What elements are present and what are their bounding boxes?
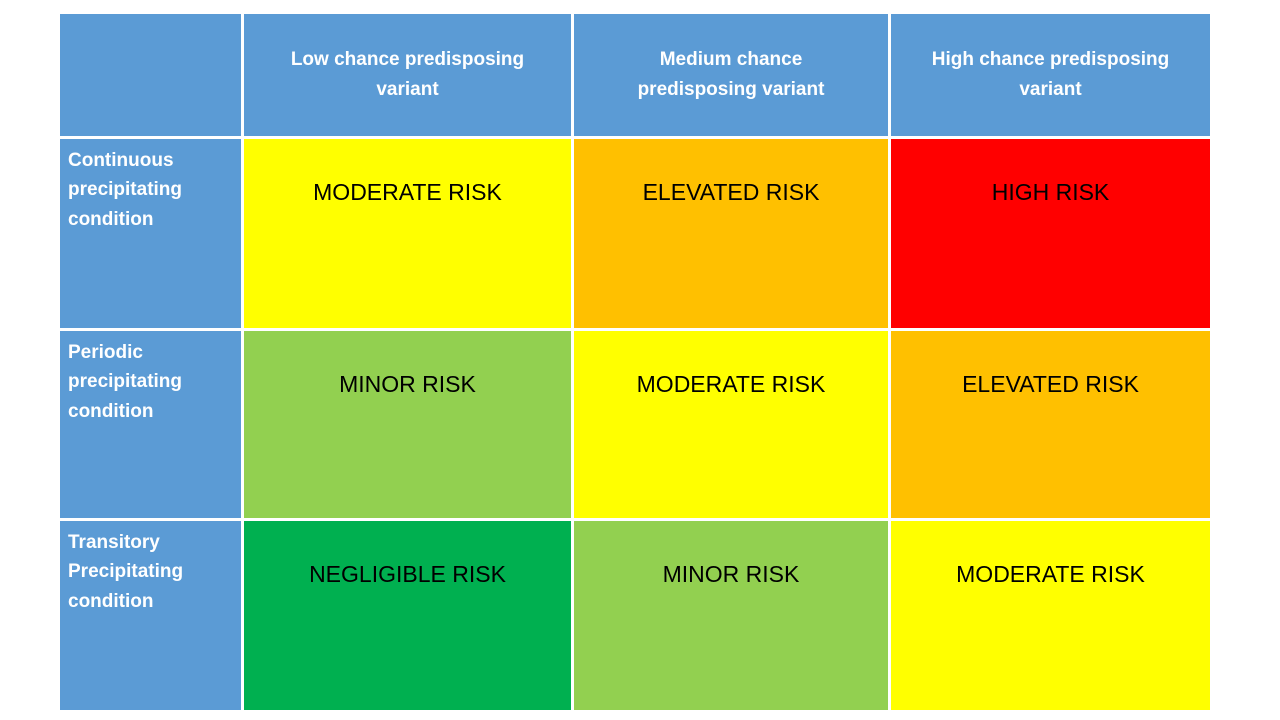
column-header-low-chance: Low chance predisposing variant (244, 14, 571, 136)
risk-cell-transitory-low: NEGLIGIBLE RISK (244, 521, 571, 710)
risk-cell-periodic-low: MINOR RISK (244, 331, 571, 518)
risk-cell-periodic-medium: MODERATE RISK (574, 331, 888, 518)
risk-cell-continuous-low: MODERATE RISK (244, 139, 571, 328)
risk-cell-transitory-high: MODERATE RISK (891, 521, 1210, 710)
risk-cell-continuous-medium: ELEVATED RISK (574, 139, 888, 328)
row-header-continuous: Continuous precipitating condition (60, 139, 241, 328)
column-header-medium-chance: Medium chance predisposing variant (574, 14, 888, 136)
column-header-high-chance: High chance predisposing variant (891, 14, 1210, 136)
risk-matrix-table: Low chance predisposing variant Medium c… (60, 14, 1210, 710)
corner-cell (60, 14, 241, 136)
row-header-transitory: Transitory Precipitating condition (60, 521, 241, 710)
row-header-periodic: Periodic precipitating condition (60, 331, 241, 518)
risk-cell-continuous-high: HIGH RISK (891, 139, 1210, 328)
risk-cell-periodic-high: ELEVATED RISK (891, 331, 1210, 518)
risk-cell-transitory-medium: MINOR RISK (574, 521, 888, 710)
